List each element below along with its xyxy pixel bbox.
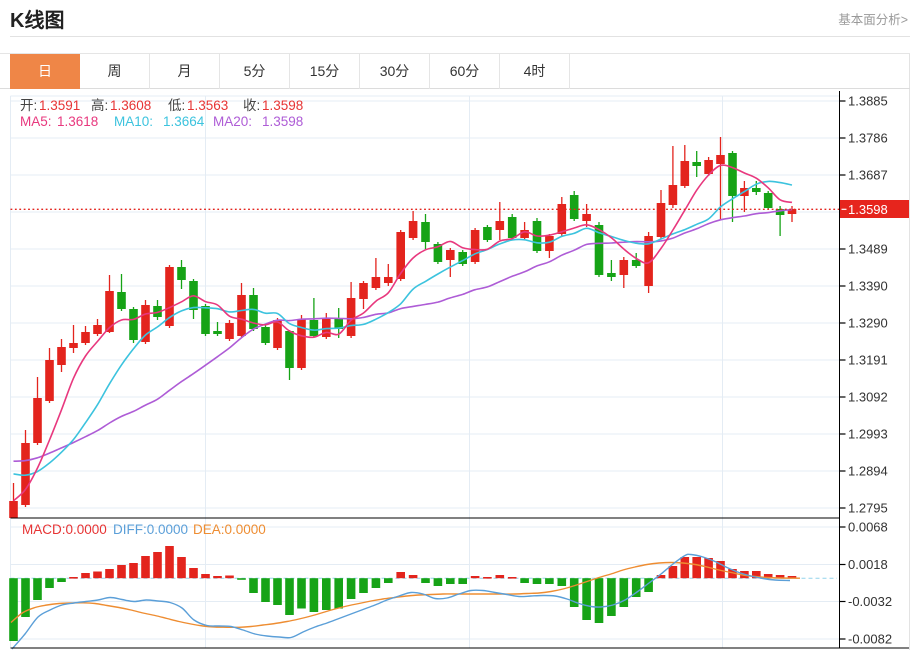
svg-text:1.2993: 1.2993 <box>848 427 888 442</box>
svg-text:1.3191: 1.3191 <box>848 353 888 368</box>
svg-text:0.0068: 0.0068 <box>848 520 888 535</box>
svg-text:-0.0032: -0.0032 <box>848 594 892 609</box>
svg-text:-0.0082: -0.0082 <box>848 632 892 647</box>
svg-text:0.0018: 0.0018 <box>848 557 888 572</box>
svg-text:1.3290: 1.3290 <box>848 316 888 331</box>
svg-text:1.3598: 1.3598 <box>848 202 888 217</box>
svg-text:1.2795: 1.2795 <box>848 501 888 516</box>
svg-text:1.3885: 1.3885 <box>848 94 888 109</box>
svg-text:1.3786: 1.3786 <box>848 131 888 146</box>
svg-text:1.3489: 1.3489 <box>848 242 888 257</box>
svg-text:1.3687: 1.3687 <box>848 168 888 183</box>
svg-text:1.2894: 1.2894 <box>848 464 888 479</box>
svg-text:1.3092: 1.3092 <box>848 390 888 405</box>
svg-text:1.3390: 1.3390 <box>848 279 888 294</box>
